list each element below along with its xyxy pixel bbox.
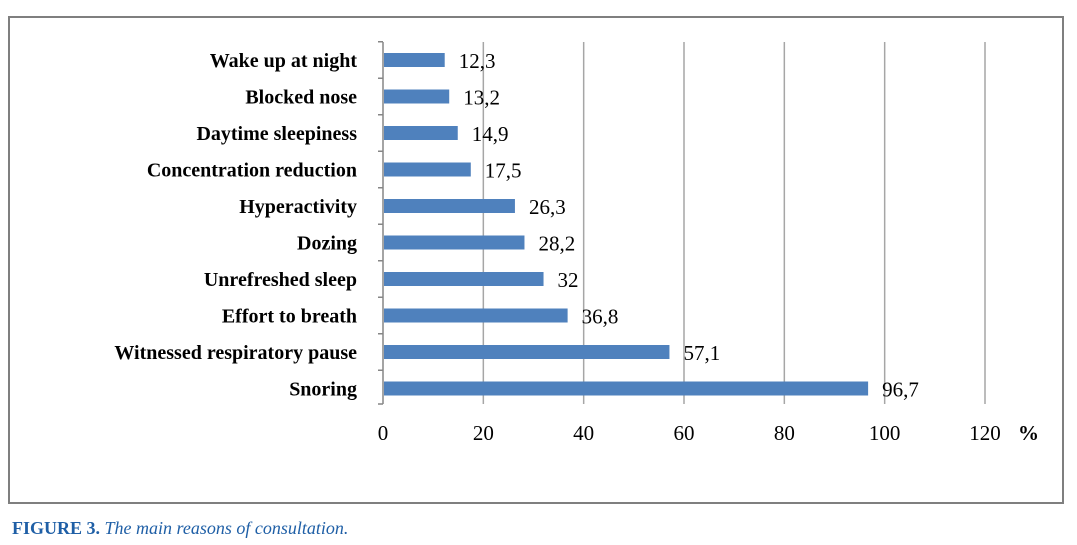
category-label: Blocked nose: [245, 87, 357, 109]
value-label: 26,3: [529, 195, 566, 219]
x-tick-label: 60: [674, 421, 695, 445]
value-label: 28,2: [538, 232, 575, 256]
bar: [384, 126, 458, 140]
category-label: Dozing: [297, 233, 357, 255]
bar: [384, 345, 670, 359]
bar: [384, 89, 450, 104]
category-label: Snoring: [289, 379, 357, 401]
category-label: Witnessed respiratory pause: [114, 342, 357, 364]
chart-frame: [8, 16, 1064, 504]
value-label: 32: [558, 268, 579, 292]
value-label: 12,3: [459, 49, 496, 73]
x-tick-label: 100: [869, 421, 901, 445]
bar: [384, 162, 471, 177]
bar: [384, 272, 544, 286]
category-label: Hyperactivity: [239, 196, 357, 218]
value-label: 14,9: [472, 122, 509, 146]
figure-caption: FIGURE 3. The main reasons of consultati…: [12, 518, 348, 539]
x-tick-label: 80: [774, 421, 795, 445]
value-label: 13,2: [463, 86, 500, 110]
category-label: Effort to breath: [222, 306, 357, 328]
bar: [384, 308, 568, 323]
category-label: Concentration reduction: [147, 160, 357, 182]
category-label: Wake up at night: [210, 50, 358, 72]
value-label: 36,8: [582, 305, 619, 329]
x-unit-label: %: [1018, 421, 1039, 445]
category-label: Unrefreshed sleep: [204, 269, 357, 291]
x-tick-label: 20: [473, 421, 494, 445]
value-label: 17,5: [485, 159, 522, 183]
caption-number: FIGURE 3.: [12, 518, 101, 538]
bar: [384, 199, 515, 213]
category-label: Daytime sleepiness: [196, 123, 357, 145]
x-tick-label: 0: [378, 421, 389, 445]
x-tick-label: 120: [969, 421, 1001, 445]
x-tick-label: 40: [573, 421, 594, 445]
bar: [384, 235, 525, 250]
caption-text: The main reasons of consultation.: [104, 518, 349, 538]
value-label: 57,1: [683, 341, 720, 365]
value-label: 96,7: [882, 378, 919, 402]
bar: [384, 53, 445, 67]
bar: [384, 381, 869, 396]
